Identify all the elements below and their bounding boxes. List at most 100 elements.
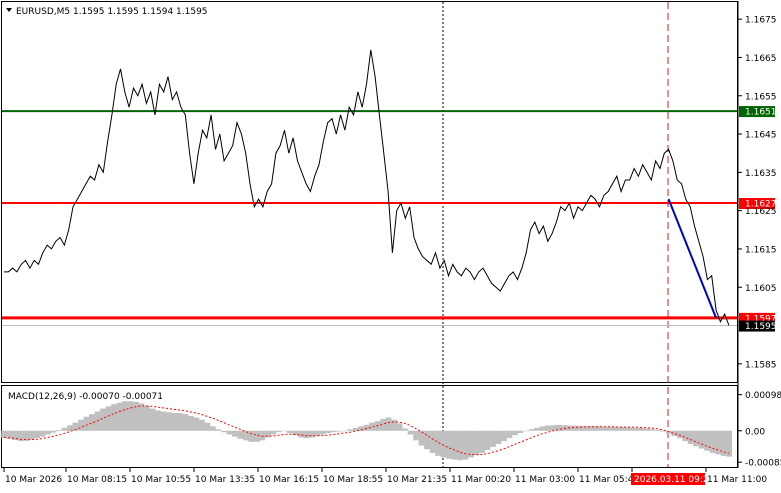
time-tick-label: 10 Mar 2026 — [5, 475, 62, 485]
macd-histogram-bar — [127, 401, 134, 431]
macd-histogram-bar — [693, 430, 700, 447]
macd-histogram-bar — [676, 430, 683, 439]
level-label: 1.1651 — [745, 108, 777, 118]
time-tick-label: 10 Mar 10:55 — [131, 475, 191, 485]
macd-histogram-bar — [418, 430, 425, 446]
time-tick-label: 10 Mar 13:35 — [195, 475, 255, 485]
macd-histogram-bar — [396, 423, 403, 431]
price-tick-label: 1.1605 — [745, 284, 777, 294]
macd-histogram-bar — [177, 413, 183, 431]
dropdown-arrow-icon[interactable] — [6, 8, 12, 12]
macd-histogram-bar — [495, 430, 502, 445]
macd-histogram-bar — [308, 430, 315, 438]
macd-header: MACD(12,26,9) -0.00070 -0.00071 — [8, 392, 163, 402]
price-tick-label: 1.1645 — [745, 131, 777, 141]
macd-histogram-bar — [402, 428, 408, 431]
entry-time-label: 2026.03.11 09:25 — [634, 475, 714, 485]
macd-histogram-bar — [83, 416, 90, 431]
macd-histogram-bar — [209, 426, 216, 431]
macd-histogram-bar — [45, 430, 51, 435]
macd-histogram-bar — [182, 414, 189, 431]
level-tag-1.1627 — [739, 197, 775, 209]
macd-histogram-bar — [572, 425, 579, 431]
price-tick-label: 1.1665 — [745, 54, 777, 64]
price-line — [4, 49, 730, 326]
macd-histogram-bar — [34, 430, 40, 439]
macd-histogram-bar — [391, 419, 397, 431]
macd-histogram-bar — [621, 427, 628, 431]
macd-histogram-bar — [512, 430, 518, 436]
macd-histogram-bar — [517, 430, 524, 433]
macd-histogram-bar — [583, 426, 590, 431]
macd-histogram-bar — [275, 430, 282, 433]
macd-histogram-bar — [577, 425, 584, 431]
time-axis-ticks: 10 Mar 2026 10 Mar 08:15 10 Mar 10:55 10 Ma… — [3, 468, 767, 485]
macd-histogram-bar — [440, 430, 447, 458]
macd-histogram-bar — [303, 430, 310, 439]
macd-histogram-bar — [407, 430, 414, 435]
macd-histogram-bar — [726, 430, 733, 457]
macd-histogram-bar — [28, 430, 35, 440]
macd-histogram-bar — [17, 430, 24, 442]
macd-histogram-bar — [89, 414, 95, 431]
macd-histogram-bar — [122, 401, 128, 431]
macd-histogram-bar — [435, 430, 441, 456]
macd-histogram-bar — [330, 430, 337, 433]
macd-tick-label: -0.00085 — [745, 459, 781, 469]
macd-histogram-bar — [325, 430, 332, 433]
macd-histogram-bar — [286, 430, 293, 433]
macd-histogram-bar — [188, 416, 194, 431]
symbol-header: EURUSD,M5 1.1595 1.1595 1.1594 1.1595 — [16, 7, 208, 17]
macd-histogram-bar — [215, 429, 222, 431]
macd-tick-label: 0.00 — [745, 427, 765, 437]
level-tag-1.1597 — [739, 312, 775, 324]
macd-histogram-bar — [1, 430, 8, 439]
macd-signal-line — [3, 405, 730, 456]
macd-histogram-bar — [385, 417, 392, 431]
macd-histogram-bar — [166, 412, 172, 431]
macd-histogram-bar — [336, 430, 343, 432]
macd-histogram-bar — [193, 417, 200, 431]
macd-histogram-bar — [660, 430, 667, 432]
macd-histogram-bar — [671, 430, 678, 436]
macd-histogram-bar — [698, 430, 705, 449]
macd-histogram-bar — [523, 430, 529, 432]
level-label: 1.1597 — [745, 314, 777, 324]
macd-histogram-bar — [545, 425, 551, 431]
macd-histogram-bar — [281, 430, 288, 432]
level-label: 1.1627 — [745, 199, 777, 209]
macd-histogram-bar — [468, 430, 474, 458]
macd-histogram-bar — [171, 413, 178, 431]
trend-line — [667, 198, 717, 319]
macd-histogram-bar — [616, 427, 623, 431]
macd-histogram-bar — [155, 410, 161, 431]
macd-histogram-bar — [160, 411, 167, 431]
macd-histogram-bar — [490, 430, 496, 448]
macd-histogram-bar — [473, 430, 480, 456]
macd-histogram-bar — [506, 430, 513, 439]
macd-histogram-bar — [111, 404, 117, 431]
macd-histogram-bar — [446, 430, 452, 459]
macd-histogram-bar — [253, 430, 260, 442]
macd-histogram-bar — [23, 430, 29, 441]
macd-histogram-bar — [56, 430, 62, 431]
vertical-lines — [442, 2, 669, 467]
macd-histogram-bar — [457, 430, 463, 461]
macd-histogram-bar — [133, 401, 139, 431]
price-tick-label: 1.1635 — [745, 169, 777, 179]
macd-histogram-bar — [204, 422, 211, 431]
macd-histogram-bar — [561, 425, 568, 431]
macd-histogram-bar — [242, 430, 249, 441]
macd-histogram-bar — [220, 430, 227, 433]
macd-histogram-bar — [199, 419, 205, 431]
macd-histogram-bar — [226, 430, 233, 435]
macd-histogram-bar — [292, 430, 299, 436]
macd-histogram-bar — [319, 430, 326, 435]
price-tick-label: 1.1585 — [745, 360, 777, 370]
price-series — [4, 49, 730, 326]
macd-histogram-bar — [314, 430, 321, 436]
macd-histogram-bar — [347, 429, 354, 431]
time-tick-label: 11 Mar 11:00 — [707, 475, 767, 485]
price-tick-label: 1.1675 — [745, 16, 777, 26]
macd-histogram-bar — [556, 424, 562, 431]
